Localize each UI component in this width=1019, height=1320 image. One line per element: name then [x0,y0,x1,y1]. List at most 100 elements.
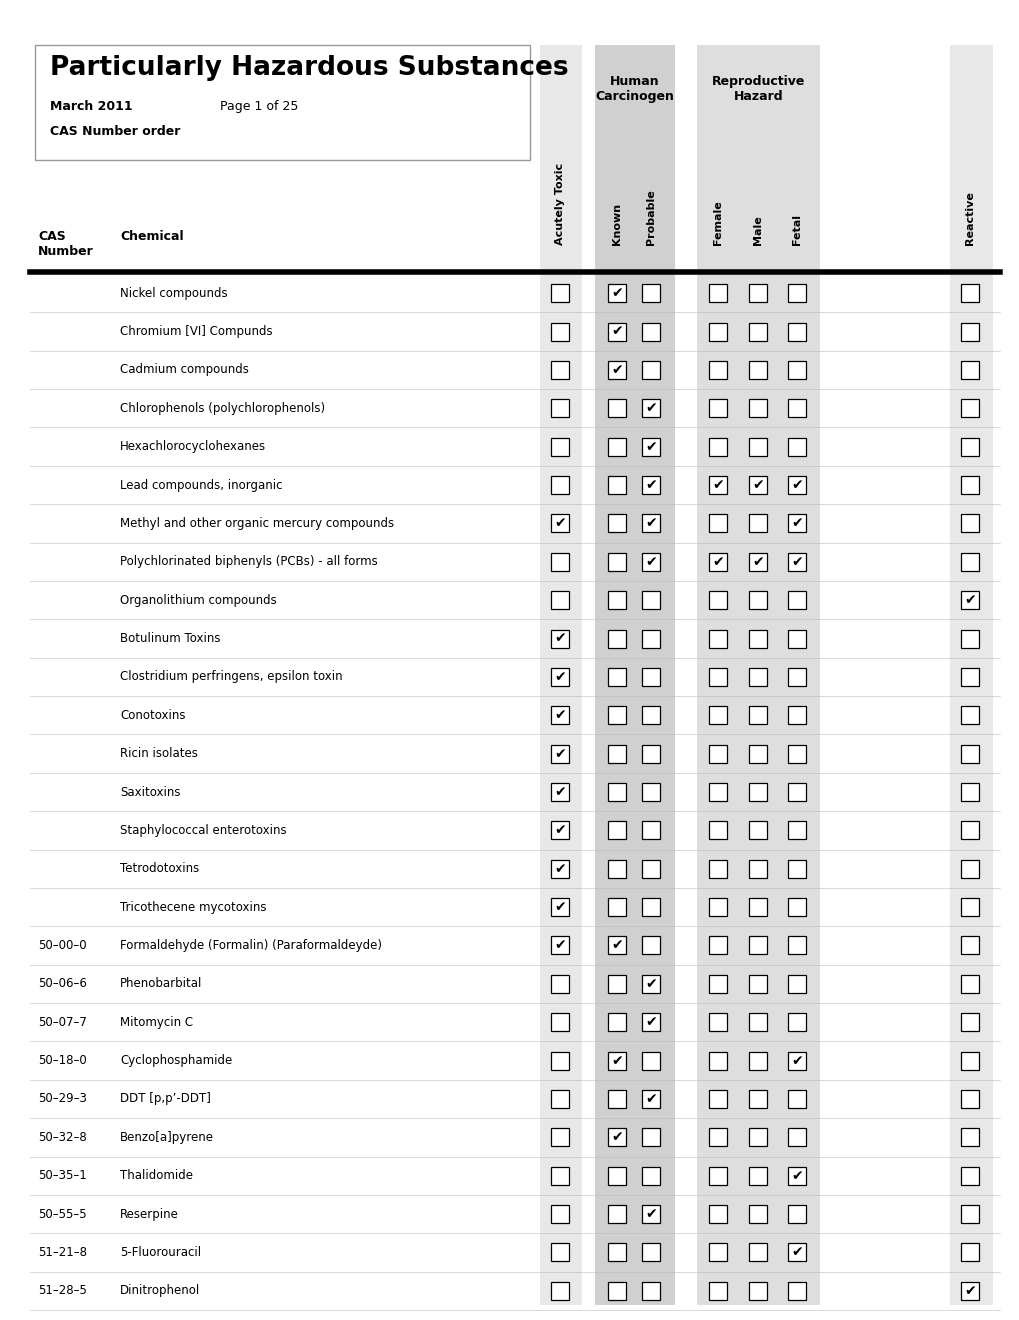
Text: ✔: ✔ [553,785,566,799]
Bar [748,1282,766,1300]
Bar [550,284,569,302]
Text: Reserpine: Reserpine [120,1208,178,1221]
Bar [748,360,766,379]
Text: Phenobarbital: Phenobarbital [120,977,202,990]
Bar [960,783,978,801]
Text: ✔: ✔ [610,363,623,378]
Bar [748,1052,766,1069]
Text: ✔: ✔ [610,325,623,338]
Bar [607,859,626,878]
Bar [788,1205,805,1224]
Bar [788,1052,805,1069]
Bar [539,45,582,1305]
Bar [960,515,978,532]
Bar [748,399,766,417]
Bar [788,706,805,725]
Bar [550,975,569,993]
Text: 50–18–0: 50–18–0 [38,1055,87,1067]
Bar [550,360,569,379]
Bar [641,898,659,916]
Bar [607,630,626,648]
Text: ✔: ✔ [791,1246,802,1259]
Text: ✔: ✔ [553,824,566,837]
Text: Clostridium perfringens, epsilon toxin: Clostridium perfringens, epsilon toxin [120,671,342,684]
Bar [708,399,727,417]
Bar [594,45,675,1305]
Text: Female: Female [712,201,722,246]
Bar [960,1167,978,1185]
Bar [788,859,805,878]
Bar [960,1090,978,1107]
Bar [708,477,727,494]
Bar [607,1205,626,1224]
Bar [748,1129,766,1146]
Bar [696,45,819,1305]
Text: ✔: ✔ [711,554,723,569]
Bar [788,1014,805,1031]
Bar [708,1282,727,1300]
Bar [748,668,766,686]
Text: Chromium [VI] Compunds: Chromium [VI] Compunds [120,325,272,338]
Bar [788,1167,805,1185]
Bar [960,438,978,455]
Text: Reactive: Reactive [964,191,974,246]
Text: Particularly Hazardous Substances: Particularly Hazardous Substances [50,55,568,81]
Bar [607,284,626,302]
Text: ✔: ✔ [610,1053,623,1068]
Bar [607,744,626,763]
Bar [550,821,569,840]
Bar [708,1167,727,1185]
Bar [550,515,569,532]
Text: ✔: ✔ [553,900,566,915]
Bar [641,936,659,954]
Text: ✔: ✔ [645,478,656,492]
Bar [607,515,626,532]
Text: ✔: ✔ [645,401,656,416]
Bar [708,936,727,954]
Bar [788,1090,805,1107]
Bar [708,553,727,570]
Bar [960,477,978,494]
Bar [550,438,569,455]
Bar [748,859,766,878]
Text: ✔: ✔ [963,1284,975,1298]
Bar [607,1129,626,1146]
Bar [607,553,626,570]
Text: Known: Known [611,203,622,246]
Bar [550,783,569,801]
Bar [641,515,659,532]
Text: Formaldehyde (Formalin) (Paraformaldeyde): Formaldehyde (Formalin) (Paraformaldeyde… [120,939,382,952]
Bar [550,744,569,763]
Bar [708,783,727,801]
Bar [708,630,727,648]
Bar [748,1243,766,1262]
Bar [960,322,978,341]
Bar [960,553,978,570]
Bar [788,553,805,570]
Bar [788,1243,805,1262]
Bar [550,1167,569,1185]
Bar [607,360,626,379]
Bar [748,591,766,609]
Text: ✔: ✔ [791,516,802,531]
Bar [949,45,993,1305]
Text: ✔: ✔ [791,1168,802,1183]
Text: 51–21–8: 51–21–8 [38,1246,87,1259]
Bar [708,668,727,686]
Text: ✔: ✔ [553,709,566,722]
Text: ✔: ✔ [791,554,802,569]
Bar [748,898,766,916]
Bar [788,399,805,417]
Text: Reproductive
Hazard: Reproductive Hazard [711,75,804,103]
Bar [550,591,569,609]
Text: 5-Fluorouracil: 5-Fluorouracil [120,1246,201,1259]
Text: CAS Number order: CAS Number order [50,125,180,139]
Bar [960,1243,978,1262]
Bar [708,975,727,993]
Bar [708,360,727,379]
Text: ✔: ✔ [645,1092,656,1106]
Bar [641,783,659,801]
Bar [748,1014,766,1031]
Bar [960,1129,978,1146]
Text: Male: Male [752,215,762,246]
